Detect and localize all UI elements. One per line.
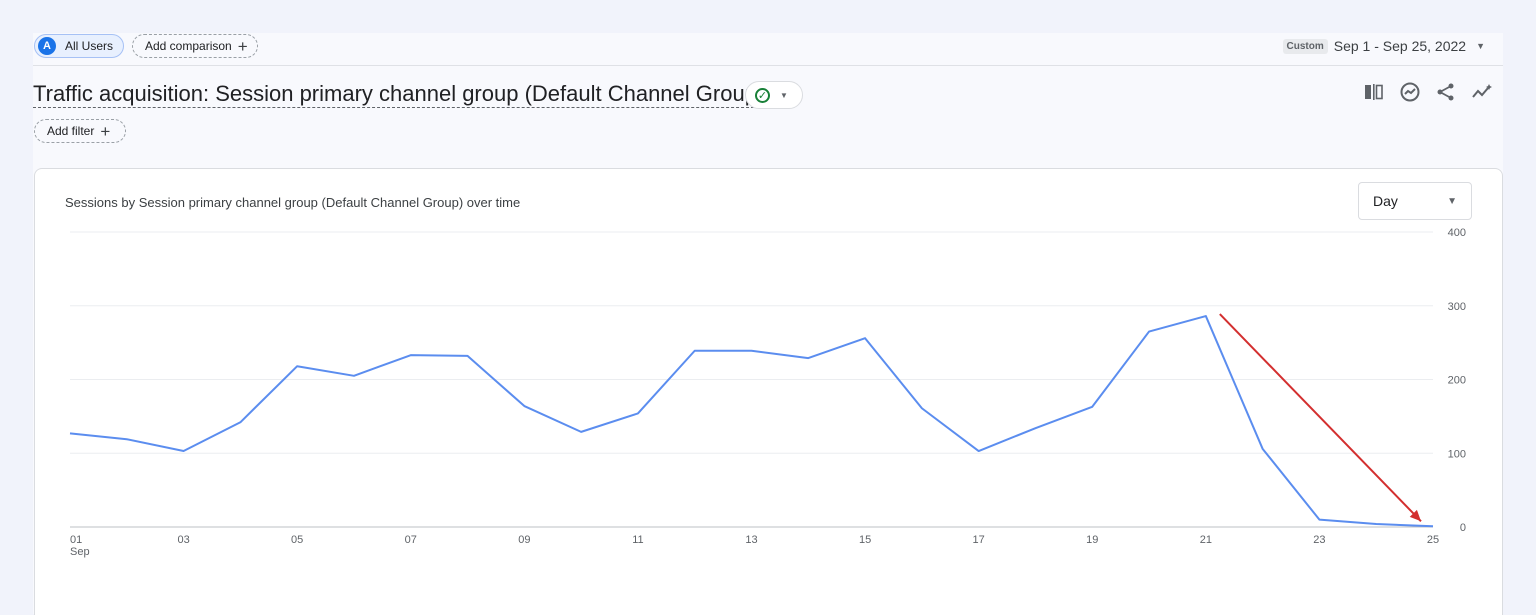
data-point <box>465 353 470 358</box>
x-tick-label: 07 <box>405 534 417 546</box>
report-panel: A All Users Add comparison + Custom Sep … <box>33 33 1503 615</box>
data-point <box>976 449 981 454</box>
compare-columns-icon[interactable] <box>1363 81 1385 103</box>
add-comparison-button[interactable]: Add comparison + <box>132 34 258 58</box>
plus-icon: + <box>100 121 111 141</box>
insights-icon[interactable] <box>1399 81 1421 103</box>
x-tick-label: 09 <box>518 534 530 546</box>
data-point <box>1203 314 1208 319</box>
data-point <box>124 437 129 442</box>
data-point <box>1317 517 1322 522</box>
data-point <box>68 431 73 436</box>
y-tick-label: 100 <box>1448 448 1466 460</box>
granularity-value: Day <box>1373 193 1398 209</box>
data-point <box>863 336 868 341</box>
segment-chip-all-users[interactable]: A All Users <box>34 34 124 58</box>
report-title[interactable]: Traffic acquisition: Session primary cha… <box>33 81 765 108</box>
add-comparison-label: Add comparison <box>145 39 232 53</box>
share-icon[interactable] <box>1435 81 1457 103</box>
y-tick-label: 400 <box>1448 227 1466 239</box>
chart-card: Sessions by Session primary channel grou… <box>34 168 1503 615</box>
data-point <box>238 420 243 425</box>
series-line <box>69 315 1434 528</box>
y-tick-label: 300 <box>1448 301 1466 313</box>
x-tick-label: 25 <box>1427 534 1439 546</box>
x-tick-label: 17 <box>973 534 985 546</box>
annotation-arrow-head <box>1409 509 1421 522</box>
x-tick-label: 05 <box>291 534 303 546</box>
comparison-bar: A All Users Add comparison + Custom Sep … <box>33 33 1503 66</box>
x-tick-label: 03 <box>177 534 189 546</box>
data-point <box>692 348 697 353</box>
report-toolbar <box>1363 81 1493 103</box>
x-tick-label: 19 <box>1086 534 1098 546</box>
data-point <box>1374 522 1379 527</box>
data-point <box>522 404 527 409</box>
check-circle-icon: ✓ <box>755 87 770 103</box>
segment-label: All Users <box>65 39 114 53</box>
segment-badge: A <box>38 37 56 55</box>
data-point <box>1431 524 1436 529</box>
data-point <box>1090 404 1095 409</box>
date-range-picker[interactable]: Custom Sep 1 - Sep 25, 2022 ▼ <box>1282 38 1485 54</box>
x-tick-label: 13 <box>745 534 757 546</box>
plus-icon: + <box>237 36 248 56</box>
caret-down-icon: ▼ <box>1476 41 1485 51</box>
data-point <box>919 406 924 411</box>
add-filter-label: Add filter <box>47 124 95 138</box>
data-point <box>1147 329 1152 334</box>
data-point <box>295 364 300 369</box>
data-point <box>181 449 186 454</box>
data-point <box>806 356 811 361</box>
x-tick-sublabel: Sep <box>70 546 90 558</box>
sessions-line-chart: 0 100 200 300 400 01 03 05 07 09 11 13 15 17 19 21 23 25 S… <box>68 227 1466 558</box>
data-point <box>749 348 754 353</box>
trend-icon[interactable] <box>1471 81 1493 103</box>
data-point <box>351 373 356 378</box>
granularity-select[interactable]: Day ▼ <box>1358 182 1472 220</box>
caret-down-icon: ▼ <box>1447 195 1457 207</box>
data-point <box>1260 446 1265 451</box>
date-tag: Custom <box>1282 38 1328 54</box>
y-tick-label: 200 <box>1448 375 1466 387</box>
date-range-text: Sep 1 - Sep 25, 2022 <box>1333 38 1467 54</box>
chart-title: Sessions by Session primary channel grou… <box>65 195 521 210</box>
add-filter-button[interactable]: Add filter + <box>34 119 126 143</box>
caret-down-icon: ▼ <box>780 90 788 100</box>
data-point <box>635 411 640 416</box>
x-tick-label: 11 <box>632 534 643 546</box>
x-tick-label: 21 <box>1200 534 1212 546</box>
data-point <box>579 429 584 434</box>
report-status-dropdown[interactable]: ✓ ▼ <box>745 81 803 109</box>
annotation-arrow-line <box>1219 313 1422 522</box>
x-tick-label: 01 <box>70 534 82 546</box>
x-tick-label: 15 <box>859 534 871 546</box>
y-tick-label: 0 <box>1460 522 1466 534</box>
x-tick-label: 23 <box>1313 534 1325 546</box>
data-point <box>1033 426 1038 431</box>
data-point <box>408 353 413 358</box>
